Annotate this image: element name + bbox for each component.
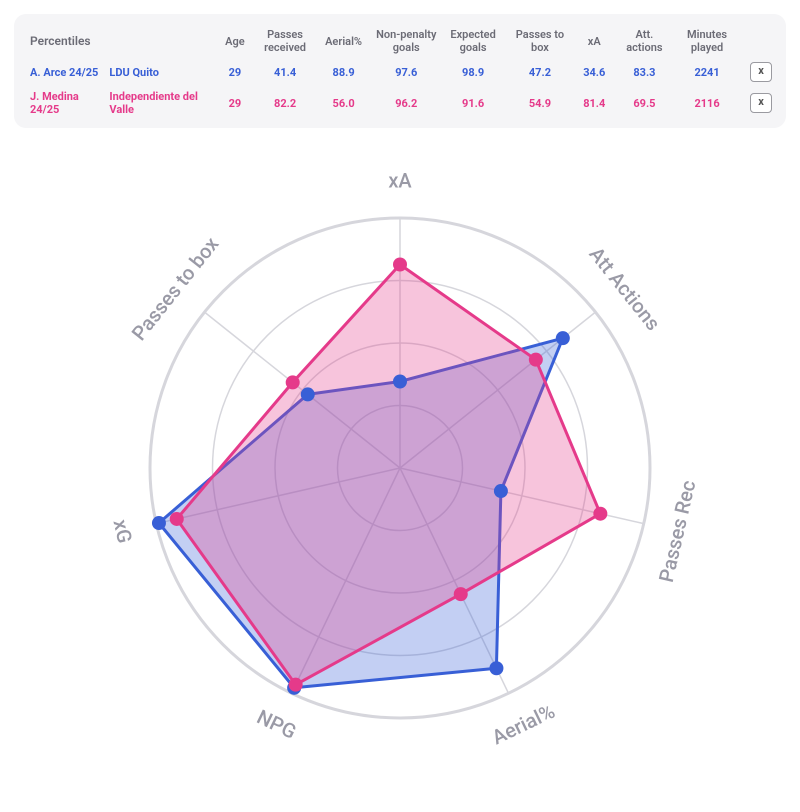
stat-cell: 88.9: [314, 58, 373, 86]
radar-chart: xA Att Actions Passes Rec Aerial% NPG xG Passe…: [50, 138, 750, 778]
stat-cell: 29: [214, 86, 256, 120]
stat-cell: 91.6: [440, 86, 507, 120]
radar-axis-label: Att Actions: [585, 242, 666, 335]
stat-cell: 34.6: [573, 58, 615, 86]
player-name: A. Arce 24/25: [26, 58, 105, 86]
col-header: Age: [214, 24, 256, 58]
stat-cell: 97.6: [373, 58, 440, 86]
stat-cell: 2241: [674, 58, 741, 86]
radar-chart-container: xA Att Actions Passes Rec Aerial% NPG xG Passe…: [0, 138, 800, 798]
stat-cell: 29: [214, 58, 256, 86]
radar-marker: [454, 587, 468, 601]
radar-marker: [489, 661, 503, 675]
radar-marker: [152, 516, 166, 530]
col-header: Passes to box: [507, 24, 574, 58]
stat-cell: 83.3: [615, 58, 674, 86]
stat-cell: 47.2: [507, 58, 574, 86]
radar-marker: [393, 258, 407, 272]
col-header: Minutes played: [674, 24, 741, 58]
radar-axis-label: xG: [109, 517, 138, 545]
radar-marker: [593, 507, 607, 521]
remove-player-button[interactable]: x: [750, 62, 772, 82]
stat-cell: 41.4: [256, 58, 315, 86]
col-header: Att. actions: [615, 24, 674, 58]
percentiles-panel: PercentilesAgePasses receivedAerial%Non-…: [14, 14, 786, 128]
col-header: xA: [573, 24, 615, 58]
radar-marker: [301, 387, 315, 401]
radar-marker: [556, 331, 570, 345]
stat-cell: 82.2: [256, 86, 315, 120]
radar-axis-label: xA: [388, 168, 412, 192]
radar-marker: [286, 375, 300, 389]
remove-player-button[interactable]: x: [750, 93, 772, 113]
stat-cell: 56.0: [314, 86, 373, 120]
col-header: Expected goals: [440, 24, 507, 58]
radar-axis-label: Passes Rec: [654, 478, 700, 584]
stat-cell: 69.5: [615, 86, 674, 120]
radar-axis-label: Passes to box: [127, 232, 224, 345]
player-team: Independiente del Valle: [105, 86, 214, 120]
col-header: Passes received: [256, 24, 315, 58]
radar-marker: [494, 484, 508, 498]
table-row: J. Medina 24/25Independiente del Valle29…: [26, 86, 774, 120]
player-name: J. Medina 24/25: [26, 86, 105, 120]
stat-cell: 96.2: [373, 86, 440, 120]
radar-marker: [393, 375, 407, 389]
player-team: LDU Quito: [105, 58, 214, 86]
stat-cell: 98.9: [440, 58, 507, 86]
radar-marker: [529, 353, 543, 367]
stat-cell: 54.9: [507, 86, 574, 120]
radar-marker: [170, 512, 184, 526]
col-header: Aerial%: [314, 24, 373, 58]
radar-axis-label: NPG: [253, 705, 300, 744]
stat-cell: 2116: [674, 86, 741, 120]
col-header: Non-penalty goals: [373, 24, 440, 58]
stat-cell: 81.4: [573, 86, 615, 120]
table-row: A. Arce 24/25LDU Quito2941.488.997.698.9…: [26, 58, 774, 86]
radar-axis-label: Aerial%: [488, 699, 559, 750]
percentiles-title: Percentiles: [26, 24, 214, 58]
percentiles-table: PercentilesAgePasses receivedAerial%Non-…: [26, 24, 774, 120]
radar-marker: [289, 678, 303, 692]
